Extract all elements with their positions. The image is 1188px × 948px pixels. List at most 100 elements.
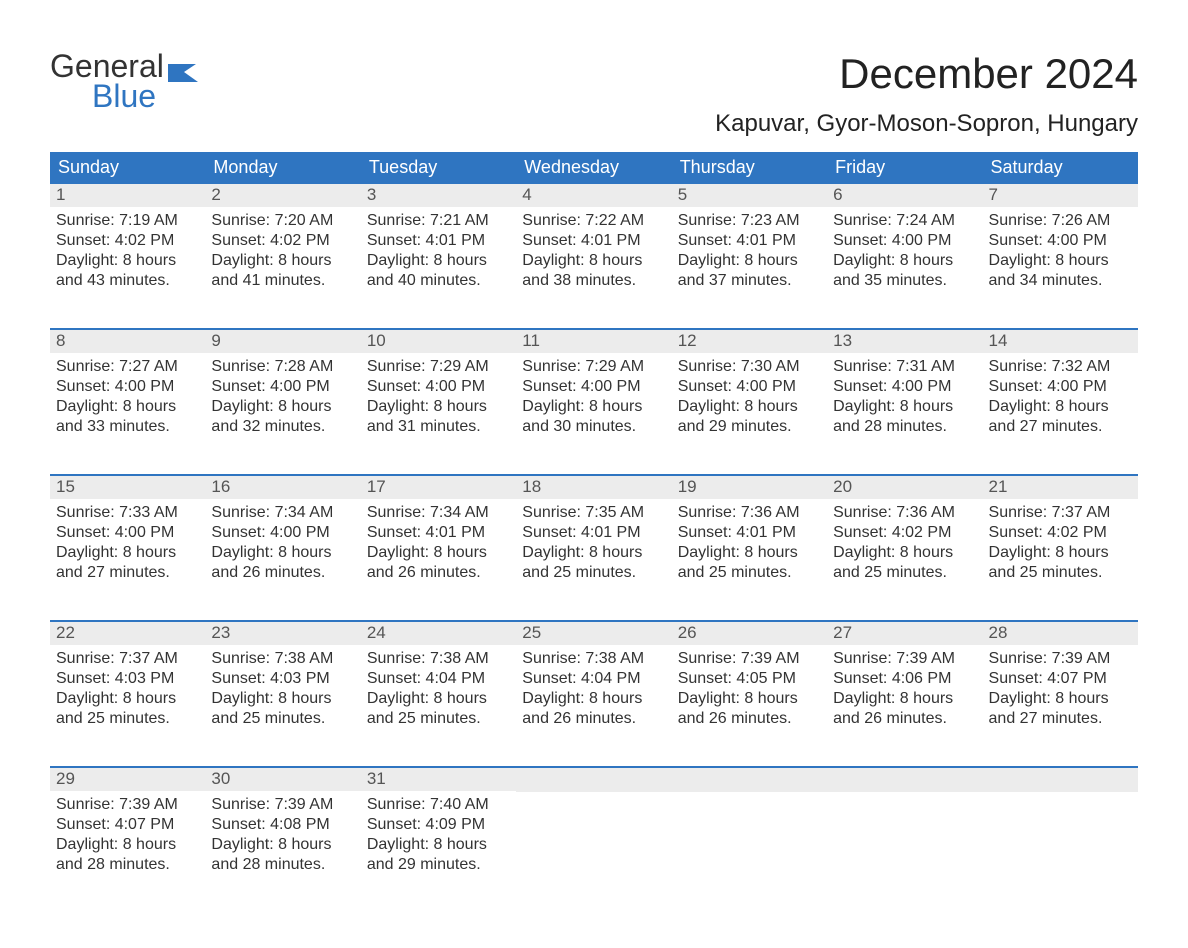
brand-name-part2: Blue <box>50 80 198 112</box>
day-daylight1: Daylight: 8 hours <box>678 543 821 563</box>
day-body: Sunrise: 7:33 AMSunset: 4:00 PMDaylight:… <box>50 499 205 589</box>
day-daylight2: and 33 minutes. <box>56 417 199 437</box>
day-daylight2: and 25 minutes. <box>367 709 510 729</box>
day-sunrise: Sunrise: 7:38 AM <box>522 649 665 669</box>
day-number: 11 <box>516 330 671 353</box>
day-daylight2: and 35 minutes. <box>833 271 976 291</box>
day-daylight2: and 32 minutes. <box>211 417 354 437</box>
day-number: 22 <box>50 622 205 645</box>
day-number: 3 <box>361 184 516 207</box>
day-daylight2: and 38 minutes. <box>522 271 665 291</box>
day-sunrise: Sunrise: 7:28 AM <box>211 357 354 377</box>
day-sunrise: Sunrise: 7:22 AM <box>522 211 665 231</box>
day-daylight1: Daylight: 8 hours <box>367 251 510 271</box>
day-number: 23 <box>205 622 360 645</box>
day-body: Sunrise: 7:24 AMSunset: 4:00 PMDaylight:… <box>827 207 982 297</box>
day-daylight2: and 26 minutes. <box>833 709 976 729</box>
day-number: 6 <box>827 184 982 207</box>
day-cell: 27 Sunrise: 7:39 AMSunset: 4:06 PMDayligh… <box>827 622 982 742</box>
day-number: 27 <box>827 622 982 645</box>
day-daylight2: and 25 minutes. <box>678 563 821 583</box>
day-sunrise: Sunrise: 7:31 AM <box>833 357 976 377</box>
day-cell: 13Sunrise: 7:31 AMSunset: 4:00 PMDayligh… <box>827 330 982 450</box>
day-sunset: Sunset: 4:01 PM <box>367 231 510 251</box>
day-sunset: Sunset: 4:00 PM <box>989 377 1132 397</box>
day-daylight1: Daylight: 8 hours <box>367 835 510 855</box>
day-sunrise: Sunrise: 7:19 AM <box>56 211 199 231</box>
day-cell: 22Sunrise: 7:37 AMSunset: 4:03 PMDayligh… <box>50 622 205 742</box>
day-sunrise: Sunrise: 7:30 AM <box>678 357 821 377</box>
weekday-header-cell: Friday <box>827 152 982 184</box>
day-cell: 28Sunrise: 7:39 AMSunset: 4:07 PMDayligh… <box>983 622 1138 742</box>
day-body: Sunrise: 7:37 AMSunset: 4:02 PMDaylight:… <box>983 499 1138 589</box>
day-body: Sunrise: 7:38 AMSunset: 4:04 PMDaylight:… <box>516 645 671 735</box>
day-daylight1: Daylight: 8 hours <box>367 689 510 709</box>
day-sunset: Sunset: 4:06 PM <box>833 669 976 689</box>
day-sunrise: Sunrise: 7:20 AM <box>211 211 354 231</box>
day-daylight1: Daylight: 8 hours <box>522 543 665 563</box>
week-row: 15Sunrise: 7:33 AMSunset: 4:00 PMDayligh… <box>50 474 1138 596</box>
day-daylight1: Daylight: 8 hours <box>678 251 821 271</box>
day-cell <box>983 768 1138 888</box>
day-daylight1: Daylight: 8 hours <box>56 251 199 271</box>
day-sunset: Sunset: 4:09 PM <box>367 815 510 835</box>
day-body: Sunrise: 7:32 AMSunset: 4:00 PMDaylight:… <box>983 353 1138 443</box>
day-cell: 19Sunrise: 7:36 AMSunset: 4:01 PMDayligh… <box>672 476 827 596</box>
day-sunset: Sunset: 4:02 PM <box>989 523 1132 543</box>
day-number: 7 <box>983 184 1138 207</box>
day-sunrise: Sunrise: 7:23 AM <box>678 211 821 231</box>
day-daylight2: and 31 minutes. <box>367 417 510 437</box>
day-sunset: Sunset: 4:08 PM <box>211 815 354 835</box>
day-daylight2: and 25 minutes. <box>56 709 199 729</box>
day-number: 10 <box>361 330 516 353</box>
day-daylight1: Daylight: 8 hours <box>833 251 976 271</box>
day-sunrise: Sunrise: 7:29 AM <box>367 357 510 377</box>
day-cell: 21Sunrise: 7:37 AMSunset: 4:02 PMDayligh… <box>983 476 1138 596</box>
day-daylight2: and 25 minutes. <box>833 563 976 583</box>
day-body: Sunrise: 7:36 AMSunset: 4:02 PMDaylight:… <box>827 499 982 589</box>
day-body: Sunrise: 7:26 AMSunset: 4:00 PMDaylight:… <box>983 207 1138 297</box>
day-sunrise: Sunrise: 7:38 AM <box>211 649 354 669</box>
day-daylight2: and 26 minutes. <box>211 563 354 583</box>
day-sunset: Sunset: 4:02 PM <box>56 231 199 251</box>
week-row: 29Sunrise: 7:39 AMSunset: 4:07 PMDayligh… <box>50 766 1138 888</box>
day-cell: 30Sunrise: 7:39 AMSunset: 4:08 PMDayligh… <box>205 768 360 888</box>
day-sunset: Sunset: 4:00 PM <box>989 231 1132 251</box>
day-number: 12 <box>672 330 827 353</box>
day-number <box>983 768 1138 792</box>
day-number: 30 <box>205 768 360 791</box>
day-daylight2: and 34 minutes. <box>989 271 1132 291</box>
day-sunset: Sunset: 4:03 PM <box>56 669 199 689</box>
day-daylight2: and 28 minutes. <box>833 417 976 437</box>
day-cell: 7Sunrise: 7:26 AMSunset: 4:00 PMDaylight… <box>983 184 1138 304</box>
day-sunset: Sunset: 4:00 PM <box>833 377 976 397</box>
day-number: 4 <box>516 184 671 207</box>
day-number: 26 <box>672 622 827 645</box>
day-sunrise: Sunrise: 7:37 AM <box>989 503 1132 523</box>
day-cell <box>672 768 827 888</box>
weekday-header-row: SundayMondayTuesdayWednesdayThursdayFrid… <box>50 152 1138 184</box>
day-body: Sunrise: 7:39 AMSunset: 4:07 PMDaylight:… <box>983 645 1138 735</box>
day-sunrise: Sunrise: 7:34 AM <box>367 503 510 523</box>
day-daylight2: and 26 minutes. <box>522 709 665 729</box>
day-daylight2: and 28 minutes. <box>211 855 354 875</box>
day-number: 19 <box>672 476 827 499</box>
day-daylight1: Daylight: 8 hours <box>678 689 821 709</box>
day-number: 28 <box>983 622 1138 645</box>
day-number: 15 <box>50 476 205 499</box>
day-body: Sunrise: 7:30 AMSunset: 4:00 PMDaylight:… <box>672 353 827 443</box>
day-body: Sunrise: 7:34 AMSunset: 4:01 PMDaylight:… <box>361 499 516 589</box>
day-sunset: Sunset: 4:07 PM <box>56 815 199 835</box>
day-sunset: Sunset: 4:04 PM <box>522 669 665 689</box>
day-sunset: Sunset: 4:00 PM <box>56 523 199 543</box>
day-body: Sunrise: 7:34 AMSunset: 4:00 PMDaylight:… <box>205 499 360 589</box>
day-sunset: Sunset: 4:01 PM <box>367 523 510 543</box>
day-body: Sunrise: 7:38 AMSunset: 4:04 PMDaylight:… <box>361 645 516 735</box>
weekday-header-cell: Thursday <box>672 152 827 184</box>
day-daylight1: Daylight: 8 hours <box>56 543 199 563</box>
day-daylight1: Daylight: 8 hours <box>833 689 976 709</box>
day-sunrise: Sunrise: 7:39 AM <box>833 649 976 669</box>
day-daylight2: and 40 minutes. <box>367 271 510 291</box>
day-number: 21 <box>983 476 1138 499</box>
day-daylight2: and 26 minutes. <box>367 563 510 583</box>
